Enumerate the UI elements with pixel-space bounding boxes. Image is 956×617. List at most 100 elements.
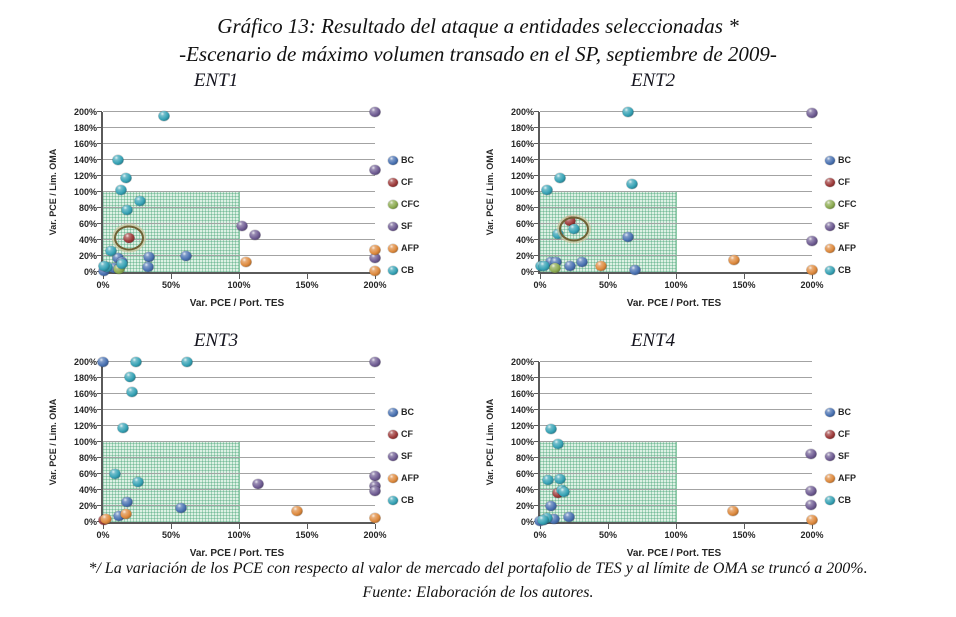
data-point-cb [552,439,564,450]
data-point-bc [548,513,560,524]
gridline [540,223,812,224]
legend-label: SF [401,221,413,231]
x-tick-label: 100% [664,530,688,540]
data-point-sf [805,500,817,511]
x-tick-mark [171,524,172,529]
legend: BC CF CFC SF AFP CB [825,149,893,281]
legend-label: BC [401,155,414,165]
figure-title-line1: Gráfico 13: Resultado del ataque a entid… [217,14,739,38]
legend-marker-afp [388,473,398,483]
gridline [540,441,812,442]
y-tick-label: 0% [520,517,534,527]
data-point-afp [806,264,818,275]
y-tick-mark [534,361,539,362]
data-point-sf [252,478,264,489]
y-tick-mark [534,505,539,506]
data-point-cb [158,111,170,121]
gridline [103,159,375,160]
legend-label: CFC [401,199,420,209]
y-tick-mark [97,393,102,394]
data-point-cb [545,424,557,435]
x-tick-label: 0% [533,530,547,540]
x-tick-mark [307,274,308,279]
legend-item: CB [388,489,456,511]
y-tick-mark [97,255,102,256]
data-point-cb [115,184,127,195]
x-tick-mark [307,524,308,529]
y-tick-label: 180% [73,373,97,383]
y-tick-label: 200% [510,107,534,117]
y-tick-mark [534,377,539,378]
gridline [103,473,375,474]
gridline [540,127,812,128]
y-tick-label: 80% [515,453,534,463]
legend-item: SF [388,445,456,467]
x-tick-mark [239,274,240,279]
gridline [540,175,812,176]
legend-label: CB [401,265,414,275]
data-point-afp [100,513,112,524]
data-point-cb [541,185,553,196]
legend-item: BC [388,401,456,423]
legend: BC CF SF AFP CB [825,401,893,511]
y-tick-mark [97,159,102,160]
legend-marker-sf [825,451,835,461]
x-tick-label: 50% [598,280,617,290]
y-tick-mark [534,489,539,490]
y-tick-mark [97,143,102,144]
x-tick-label: 100% [227,280,251,290]
gridline [540,457,812,458]
legend-marker-cf [388,429,398,439]
y-tick-mark [534,191,539,192]
figure-title-line2: -Escenario de máximo volumen transado en… [179,42,777,66]
y-tick-mark [97,409,102,410]
legend-item: BC [825,401,893,423]
data-point-bc [121,497,133,507]
gridline [103,255,375,256]
data-point-cfc [549,263,561,273]
legend-marker-cb [388,265,398,275]
gridline [540,361,812,362]
data-point-afp [727,505,739,516]
y-tick-label: 80% [515,203,534,213]
x-tick-mark [540,524,541,529]
y-tick-mark [97,191,102,192]
y-tick-mark [534,409,539,410]
legend-item: CFC [388,193,456,215]
x-tick-label: 100% [227,530,251,540]
gridline [540,425,812,426]
y-tick-label: 160% [510,139,534,149]
x-tick-label: 50% [161,530,180,540]
y-tick-mark [534,223,539,224]
data-point-afp [291,505,303,516]
data-point-bc [175,502,187,513]
y-tick-mark [97,377,102,378]
y-tick-mark [534,393,539,394]
x-tick-mark [608,524,609,529]
y-tick-label: 80% [78,453,97,463]
shaded-region [103,441,240,522]
y-tick-label: 160% [510,389,534,399]
gridline [540,393,812,394]
data-point-sf [369,252,381,263]
x-tick-label: 200% [363,530,387,540]
y-tick-label: 160% [73,389,97,399]
legend-marker-cfc [388,199,398,209]
legend-item: CF [825,423,893,445]
data-point-cb [132,477,144,487]
y-tick-mark [97,127,102,128]
x-tick-mark [540,274,541,279]
legend-label: SF [401,451,413,461]
data-point-sf [369,357,381,367]
data-point-sf [806,235,818,246]
y-tick-mark [534,111,539,112]
y-tick-mark [534,441,539,442]
data-point-sf [249,230,261,241]
legend-item: CB [825,489,893,511]
y-tick-label: 40% [515,485,534,495]
x-tick-label: 200% [800,530,824,540]
y-tick-label: 200% [510,357,534,367]
x-tick-label: 150% [732,530,756,540]
x-tick-label: 150% [295,530,319,540]
